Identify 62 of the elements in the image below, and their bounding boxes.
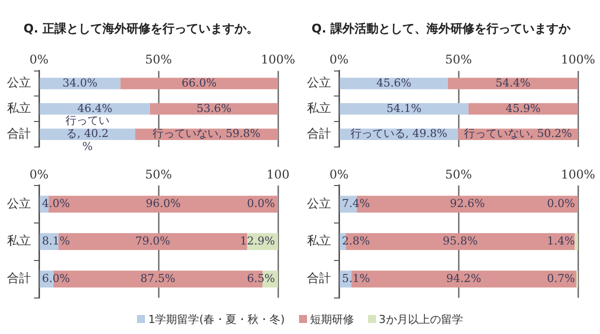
data-label: 87.5%: [140, 272, 176, 285]
data-label: 54.1%: [386, 102, 422, 115]
x-tick-label: 50%: [145, 52, 172, 67]
bar: [40, 103, 150, 115]
y-tick-label: 合計: [307, 271, 331, 286]
data-label: 96.0%: [146, 196, 181, 210]
data-label: 5.1%: [342, 272, 370, 285]
data-label: 0.0%: [547, 196, 576, 210]
data-label: 34.0%: [62, 76, 98, 90]
y-tick-label: 合計: [7, 271, 31, 286]
bar: [150, 103, 278, 115]
data-label: 行っていない, 50.2%: [464, 127, 572, 140]
data-label: 行っている, 49.8%: [350, 127, 448, 140]
x-tick-label: 0%: [29, 52, 49, 67]
bar: [340, 103, 468, 115]
y-tick-label: 私立: [7, 101, 31, 116]
data-label: 54.4%: [496, 76, 530, 90]
legend-label: 短期研修: [308, 312, 354, 326]
x-tick-label: 50%: [145, 167, 172, 182]
y-tick-label: 公立: [307, 76, 331, 90]
data-label: 53.6%: [196, 102, 232, 115]
x-tick-label: 100%: [560, 52, 596, 67]
x-tick-label: 50%: [445, 167, 472, 182]
data-label: 1.4%: [547, 234, 576, 248]
data-label: 0.0%: [247, 196, 276, 210]
x-tick-label: 0%: [329, 52, 349, 67]
chart-title: Q. 課外活動として、海外研修を行っていますか: [312, 21, 572, 36]
y-tick-label: 合計: [7, 126, 31, 140]
x-tick-label: 0%: [329, 167, 349, 182]
data-label: 45.9%: [506, 102, 541, 115]
data-label: 94.2%: [446, 272, 482, 285]
data-label: 6.0%: [42, 272, 70, 285]
data-label: 4.0%: [42, 196, 70, 210]
y-tick-label: 公立: [7, 76, 31, 90]
x-tick-label: 100: [266, 167, 290, 182]
data-label: 45.6%: [376, 76, 412, 90]
data-label: 6.5%: [247, 272, 276, 285]
data-label: 79.0%: [135, 234, 170, 248]
chart-title: Q. 正課として海外研修を行っていますか。: [24, 21, 258, 36]
y-tick-label: 公立: [307, 196, 331, 210]
data-label: 行っていない, 59.8%: [152, 127, 261, 140]
x-tick-label: 0%: [29, 167, 49, 182]
data-label: 0.7%: [547, 272, 576, 285]
y-tick-label: 私立: [307, 234, 331, 248]
data-label: 行っている, 40.2%: [65, 114, 110, 154]
y-tick-label: 私立: [307, 101, 331, 116]
bar: [574, 233, 578, 250]
y-tick-label: 公立: [7, 196, 31, 210]
bar: [468, 103, 578, 115]
data-label: 2.8%: [342, 234, 370, 248]
data-label: 95.8%: [442, 234, 478, 248]
legend-label: 3か月以上の留学: [378, 312, 463, 326]
legend-label: 1学期留学(春・夏・秋・冬): [147, 312, 285, 326]
data-label: 66.0%: [182, 76, 217, 90]
x-tick-label: 100%: [560, 167, 596, 182]
x-tick-label: 50%: [445, 52, 472, 67]
x-tick-label: 100%: [260, 52, 296, 67]
y-tick-label: 合計: [307, 126, 331, 140]
y-tick-label: 私立: [7, 234, 31, 248]
data-label: 12.9%: [240, 234, 276, 248]
data-label: 46.4%: [77, 102, 112, 115]
data-label: 92.6%: [450, 196, 485, 210]
